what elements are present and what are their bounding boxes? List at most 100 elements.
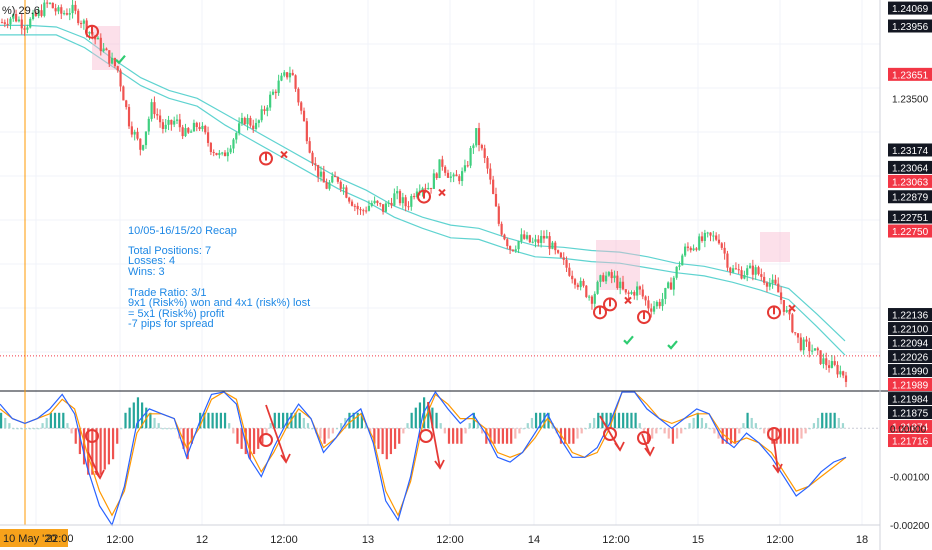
candle-body bbox=[393, 193, 396, 206]
candle-body bbox=[68, 13, 71, 15]
win-check-icon bbox=[667, 340, 678, 350]
candle-body bbox=[144, 131, 148, 146]
candle-body bbox=[17, 19, 21, 22]
candle-body bbox=[54, 8, 57, 12]
candle-body bbox=[181, 127, 184, 137]
candle-body bbox=[717, 239, 721, 244]
candle-body bbox=[765, 282, 769, 287]
macd-histogram-bar bbox=[522, 428, 525, 430]
candle-body bbox=[82, 20, 85, 24]
candle-body bbox=[71, 4, 74, 14]
candle-body bbox=[613, 275, 616, 279]
loss-cross-icon bbox=[788, 304, 796, 313]
candle-body bbox=[796, 333, 800, 338]
macd-histogram-bar bbox=[489, 428, 492, 444]
candle-body bbox=[565, 259, 568, 268]
candle-body bbox=[198, 127, 201, 130]
price-tag-text: 1.21989 bbox=[892, 381, 929, 392]
candle-body bbox=[588, 296, 591, 298]
price-axis[interactable]: 1.24069 1.23956 1.23651 1.23500 1.23174 1.230… bbox=[888, 1, 932, 532]
candlestick-series[interactable] bbox=[0, 0, 848, 388]
macd-histogram-bar bbox=[775, 428, 778, 444]
macd-histogram-bar bbox=[352, 412, 355, 429]
macd-arrow-head bbox=[434, 459, 445, 470]
candle-body bbox=[29, 18, 32, 28]
macd-histogram-bar bbox=[526, 423, 529, 429]
macd-histogram-bar bbox=[713, 428, 716, 434]
candle-body bbox=[274, 91, 277, 94]
macd-histogram-bar bbox=[510, 428, 513, 444]
candle-body bbox=[813, 348, 817, 351]
candle-body bbox=[540, 235, 543, 243]
candle-body bbox=[528, 235, 531, 243]
candle-body bbox=[235, 133, 238, 140]
macd-histogram-bar bbox=[680, 428, 683, 434]
candle-body bbox=[520, 234, 523, 242]
candle-body bbox=[302, 110, 306, 122]
cursor-time: 22:00 bbox=[46, 533, 74, 545]
macd-histogram-bar bbox=[414, 407, 417, 429]
candle-body bbox=[568, 267, 571, 276]
candle-body bbox=[432, 173, 435, 189]
candle-body bbox=[689, 247, 692, 251]
candle-body bbox=[376, 200, 379, 204]
candle-body bbox=[511, 249, 515, 251]
macd-histogram-bar bbox=[630, 412, 633, 429]
macd-histogram-bar bbox=[356, 412, 359, 429]
macd-histogram-bar bbox=[439, 423, 442, 429]
candle-body bbox=[353, 205, 356, 207]
candle-body bbox=[285, 72, 289, 78]
candle-body bbox=[602, 275, 605, 282]
candle-body bbox=[113, 57, 117, 67]
macd-panel[interactable] bbox=[0, 390, 880, 527]
candle-body bbox=[723, 247, 726, 254]
macd-histogram-bar bbox=[327, 428, 330, 439]
macd-histogram-bar bbox=[377, 428, 380, 449]
candle-body bbox=[291, 72, 294, 76]
macd-histogram-bar bbox=[302, 417, 305, 429]
macd-histogram-bar bbox=[95, 428, 98, 475]
candle-body bbox=[489, 168, 492, 180]
candle-body bbox=[322, 171, 325, 183]
loss-cross-icon bbox=[624, 296, 632, 305]
candle-body bbox=[652, 306, 656, 312]
candle-body bbox=[48, 2, 52, 4]
candle-body bbox=[805, 339, 808, 342]
candle-body bbox=[844, 375, 848, 382]
macd-histogram-bar bbox=[228, 423, 231, 429]
candle-body bbox=[218, 152, 221, 156]
candle-body bbox=[288, 72, 292, 78]
macd-histogram-bar bbox=[667, 428, 670, 439]
macd-histogram-bar bbox=[141, 402, 144, 429]
candle-body bbox=[221, 152, 224, 154]
candle-body bbox=[23, 28, 26, 30]
macd-histogram-bar bbox=[559, 428, 563, 444]
candle-body bbox=[466, 165, 469, 167]
candle-body bbox=[712, 235, 715, 237]
candle-body bbox=[79, 23, 83, 25]
macd-histogram-bar bbox=[29, 428, 32, 430]
macd-histogram-bar bbox=[340, 423, 343, 429]
candle-body bbox=[300, 102, 303, 111]
macd-histogram-bar bbox=[787, 428, 791, 444]
time-axis[interactable]: 12:00 12 12:00 13 12:00 14 12:00 15 12:00 18 10 M… bbox=[0, 524, 880, 547]
candle-body bbox=[60, 7, 63, 14]
macd-histogram-bar bbox=[659, 428, 662, 430]
candle-body bbox=[424, 188, 427, 190]
macd-histogram-bar bbox=[410, 412, 413, 429]
candle-body bbox=[816, 348, 819, 351]
candle-body bbox=[596, 281, 599, 294]
candle-body bbox=[548, 236, 551, 249]
candle-body bbox=[748, 265, 752, 269]
candle-body bbox=[110, 57, 114, 64]
macd-histogram-bar bbox=[16, 428, 19, 430]
candle-body bbox=[333, 176, 337, 178]
macd-histogram-bar bbox=[501, 428, 504, 444]
macd-histogram-bar bbox=[671, 428, 675, 444]
candle-body bbox=[381, 204, 385, 212]
macd-histogram-bar bbox=[816, 417, 820, 429]
macd-histogram-bar bbox=[186, 428, 189, 460]
candle-body bbox=[223, 152, 227, 157]
macd-signal-circle bbox=[637, 431, 651, 445]
